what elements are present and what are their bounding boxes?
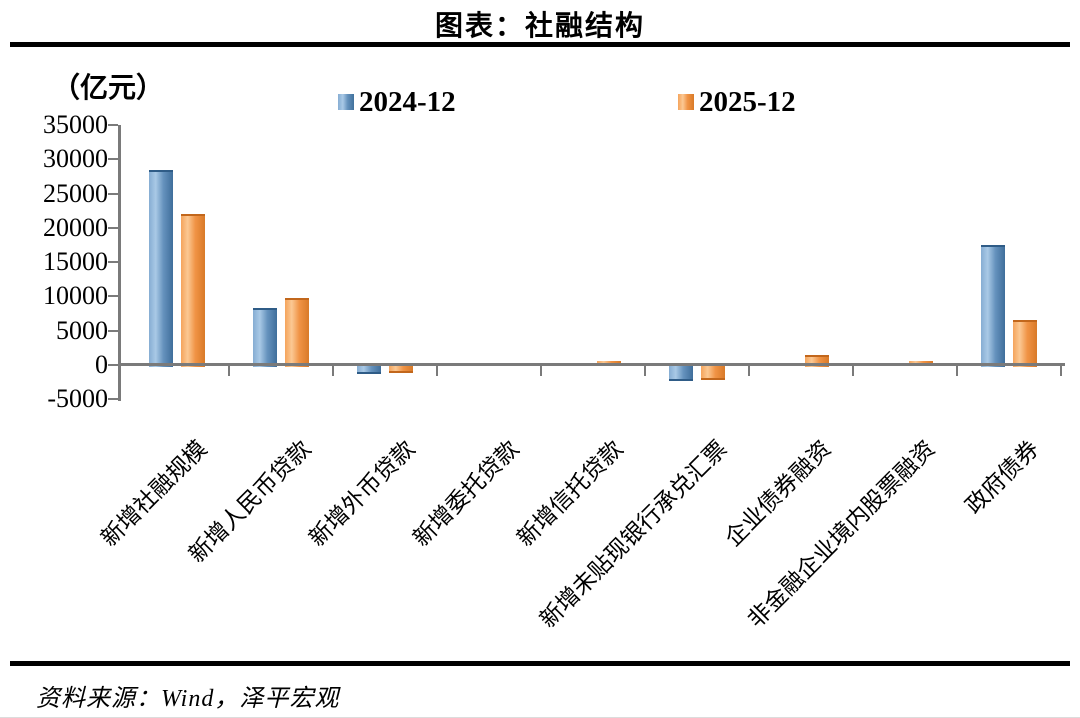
y-axis-unit-label: （亿元） [52,72,165,103]
plot-area: 35000 30000 25000 20000 15000 10000 5000 0 -5000… [0,110,1065,633]
bar-2025-12-2 [389,365,413,374]
x-category-label-text-7: 非金融企业境内股票融资 [743,435,940,633]
y-tick-mark-20000 [108,226,118,229]
bar-2024-12-1 [253,307,277,367]
x-tick-mark-6 [748,366,750,377]
y-tick-mark--5000 [108,398,118,400]
y-tick-label-5000: 5000 [56,315,108,345]
bottom-divider [10,661,1070,666]
x-tick-mark-7 [852,366,854,377]
x-category-label-5: 新增未贴现银行承兑汇票 [379,431,732,633]
y-tick-mark-0 [108,363,118,366]
bar-2025-12-8 [1013,320,1037,367]
bar-2024-12-2 [357,365,381,374]
x-category-label-8: 政府债券 [691,431,1044,519]
x-category-label-text-2: 新增外币贷款 [304,435,420,551]
bar-2024-12-5 [669,365,693,381]
y-tick-mark-5000 [108,329,118,332]
x-axis-line [118,363,1065,367]
x-tick-mark-1 [228,366,230,377]
y-tick-label-10000: 10000 [43,281,108,311]
y-axis-line [118,125,121,401]
bar-2024-12-0 [149,169,173,367]
x-category-label-text-8: 政府债券 [960,435,1044,519]
bar-2025-12-5 [701,365,725,381]
bar-2025-12-0 [181,214,205,367]
y-tick-mark-15000 [108,261,118,263]
x-tick-mark-9 [1060,366,1062,377]
bar-2025-12-4 [597,360,621,365]
legend-label-2025-12: 2025-12 [699,85,796,118]
legend-swatch-2024-12 [338,94,354,110]
legend-item-2024-12: 2024-12 [338,86,456,118]
legend-label-2024-12: 2024-12 [359,85,456,118]
y-tick-label--5000: -5000 [47,384,108,413]
x-tick-mark-8 [956,366,958,377]
y-tick-label-25000: 25000 [43,178,108,208]
y-tick-mark-30000 [108,158,118,161]
y-tick-label-35000: 35000 [43,110,108,139]
x-category-label-3: 新增委托贷款 [171,431,523,551]
x-tick-mark-3 [436,366,438,377]
y-tick-label-0: 0 [95,349,108,379]
x-category-label-7: 非金融企业境内股票融资 [587,431,940,633]
x-category-label-text-6: 企业债券融资 [720,435,836,551]
legend-swatch-2025-12 [678,94,694,110]
top-divider [10,42,1070,47]
x-category-label-text-1: 新增人民币贷款 [184,435,316,568]
source-note: 资料来源：Wind，泽平宏观 [36,686,340,712]
x-category-label-6: 企业债券融资 [483,431,835,551]
bar-2025-12-7 [909,361,933,365]
y-tick-label-30000: 30000 [43,144,108,174]
y-tick-label-15000: 15000 [43,247,108,276]
y-tick-mark-25000 [108,192,118,195]
x-category-label-text-5: 新增未贴现银行承兑汇票 [535,435,732,633]
y-tick-label-20000: 20000 [43,212,108,242]
legend-item-2025-12: 2025-12 [678,86,796,118]
x-category-label-0: 新增社融规模 [0,431,211,551]
x-category-label-2: 新增外币贷款 [67,431,419,551]
bar-2024-12-8 [981,244,1005,367]
y-tick-mark-10000 [108,295,118,298]
x-tick-mark-2 [332,366,334,377]
x-category-label-text-4: 新增信托贷款 [512,435,628,551]
chart-title: 图表：社融结构 [434,11,645,42]
bar-2025-12-1 [285,298,309,367]
x-category-label-text-3: 新增委托贷款 [408,435,524,551]
bar-2025-12-6 [805,355,829,367]
x-tick-mark-4 [540,366,542,377]
y-tick-mark-35000 [108,124,118,126]
x-tick-mark-5 [644,366,646,377]
x-category-label-4: 新增信托贷款 [275,431,627,551]
x-category-label-text-0: 新增社融规模 [96,435,212,551]
x-category-label-1: 新增人民币贷款 [0,431,316,568]
